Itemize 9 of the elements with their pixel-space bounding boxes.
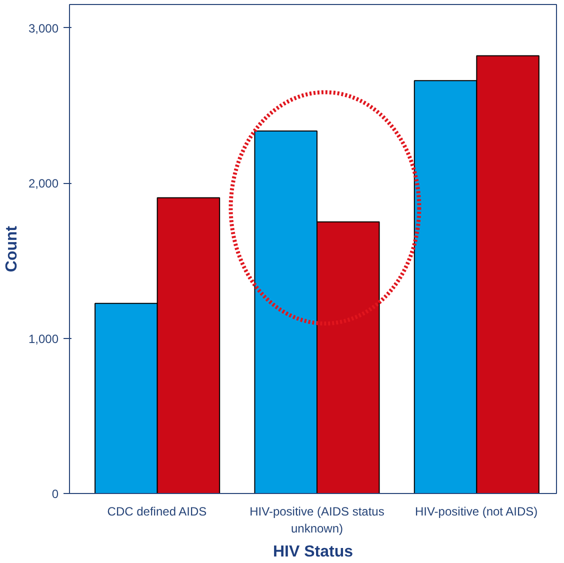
y-tick-label: 2,000 — [28, 176, 59, 191]
y-tick-label: 0 — [52, 487, 59, 501]
x-axis-title: HIV Status — [272, 543, 354, 560]
y-axis-title: Count — [3, 225, 20, 272]
y-tick-label: 1,000 — [28, 332, 59, 346]
x-tick-label: HIV-positive (not AIDS) — [414, 504, 538, 518]
x-tick-label: HIV-positive (AIDS status unknown) — [250, 504, 384, 536]
y-tick-label: 3,000 — [28, 21, 59, 36]
x-tick-label: CDC defined AIDS — [107, 504, 207, 518]
